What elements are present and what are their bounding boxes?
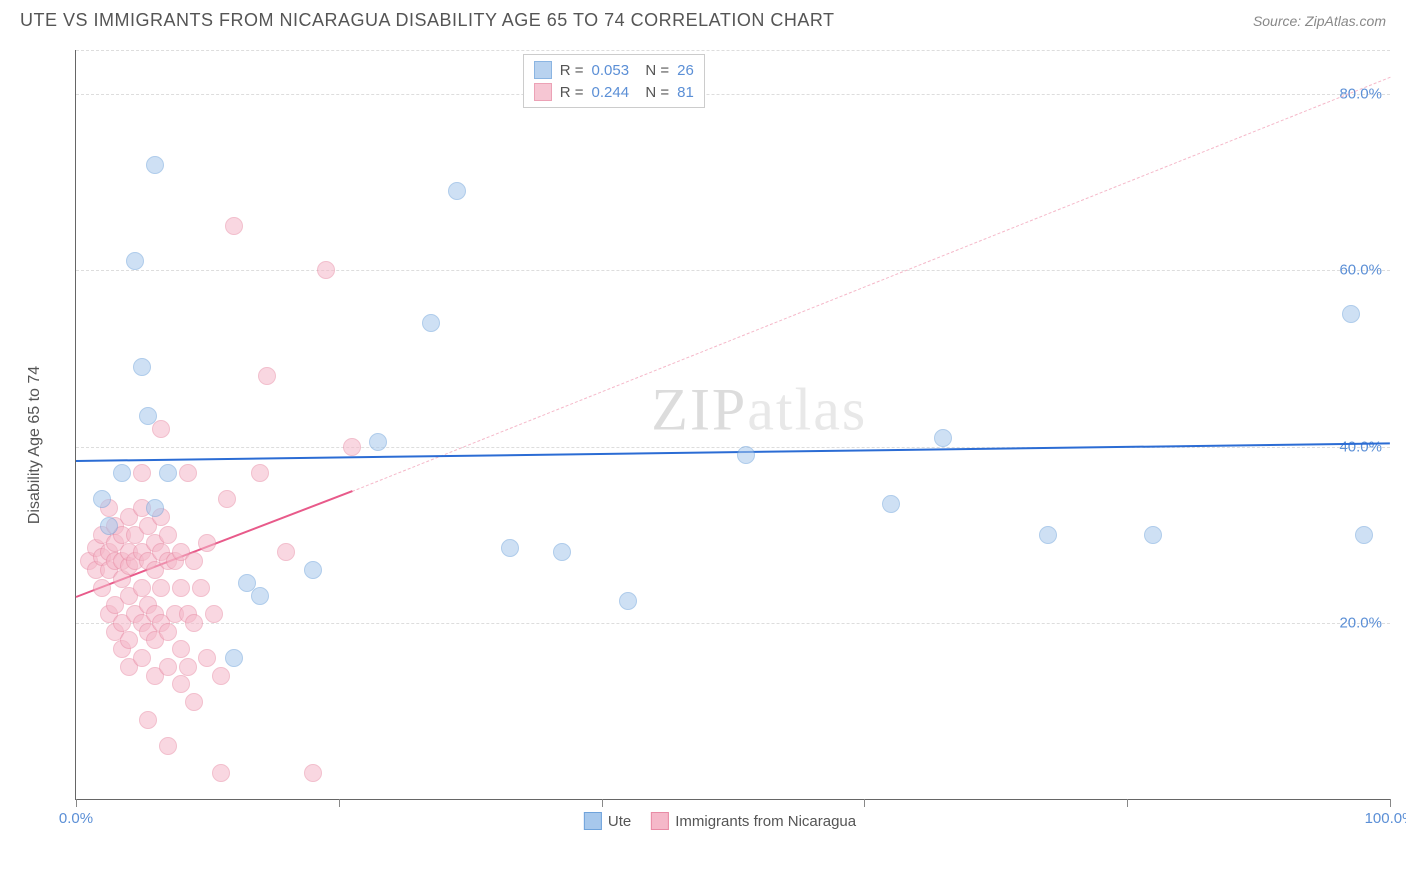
scatter-point: [553, 543, 571, 561]
y-tick-label: 20.0%: [1339, 614, 1382, 631]
scatter-point: [159, 737, 177, 755]
scatter-point: [1039, 526, 1057, 544]
stats-legend-row: R = 0.244 N = 81: [534, 81, 694, 103]
legend-swatch-nicaragua: [651, 812, 669, 830]
watermark: ZIPatlas: [651, 375, 867, 444]
scatter-point: [185, 552, 203, 570]
scatter-point: [1144, 526, 1162, 544]
scatter-point: [1342, 305, 1360, 323]
scatter-point: [934, 429, 952, 447]
scatter-point: [369, 433, 387, 451]
scatter-point: [159, 526, 177, 544]
x-tick: [602, 799, 603, 807]
scatter-point: [146, 499, 164, 517]
scatter-point: [133, 358, 151, 376]
scatter-point: [159, 623, 177, 641]
legend-swatch-ute: [584, 812, 602, 830]
scatter-point: [251, 587, 269, 605]
scatter-point: [225, 217, 243, 235]
gridline-h: [76, 623, 1390, 624]
scatter-point: [304, 764, 322, 782]
y-axis-label: Disability Age 65 to 74: [26, 366, 44, 524]
scatter-point: [93, 579, 111, 597]
plot-area: ZIPatlas 20.0%40.0%60.0%80.0%0.0%100.0%R…: [75, 50, 1390, 800]
scatter-point: [212, 667, 230, 685]
scatter-point: [179, 658, 197, 676]
y-tick-label: 40.0%: [1339, 438, 1382, 455]
scatter-point: [172, 640, 190, 658]
scatter-point: [225, 649, 243, 667]
scatter-point: [737, 446, 755, 464]
y-tick-label: 60.0%: [1339, 262, 1382, 279]
scatter-point: [422, 314, 440, 332]
scatter-point: [343, 438, 361, 456]
scatter-point: [146, 156, 164, 174]
stats-legend: R = 0.053 N = 26R = 0.244 N = 81: [523, 54, 705, 108]
scatter-point: [139, 407, 157, 425]
stats-legend-row: R = 0.053 N = 26: [534, 59, 694, 81]
scatter-point: [133, 649, 151, 667]
scatter-point: [152, 420, 170, 438]
scatter-point: [126, 252, 144, 270]
scatter-point: [212, 764, 230, 782]
scatter-point: [179, 464, 197, 482]
scatter-point: [159, 464, 177, 482]
scatter-point: [185, 693, 203, 711]
scatter-point: [133, 579, 151, 597]
scatter-point: [133, 464, 151, 482]
scatter-point: [218, 490, 236, 508]
chart-title: UTE VS IMMIGRANTS FROM NICARAGUA DISABIL…: [20, 10, 835, 31]
x-tick: [1390, 799, 1391, 807]
legend-item-nicaragua: Immigrants from Nicaragua: [651, 810, 856, 832]
scatter-point: [185, 614, 203, 632]
scatter-point: [152, 579, 170, 597]
scatter-point: [619, 592, 637, 610]
scatter-point: [100, 517, 118, 535]
x-tick: [864, 799, 865, 807]
scatter-point: [159, 658, 177, 676]
scatter-point: [251, 464, 269, 482]
scatter-point: [1355, 526, 1373, 544]
scatter-point: [192, 579, 210, 597]
scatter-point: [172, 675, 190, 693]
gridline-h: [76, 50, 1390, 51]
legend-swatch: [534, 61, 552, 79]
x-tick-label: 100.0%: [1365, 810, 1406, 827]
legend-swatch: [534, 83, 552, 101]
scatter-point: [501, 539, 519, 557]
source-attribution: Source: ZipAtlas.com: [1253, 13, 1386, 29]
scatter-point: [277, 543, 295, 561]
scatter-point: [317, 261, 335, 279]
scatter-point: [304, 561, 322, 579]
scatter-point: [205, 605, 223, 623]
scatter-point: [198, 649, 216, 667]
scatter-point: [882, 495, 900, 513]
scatter-point: [139, 711, 157, 729]
chart-container: Disability Age 65 to 74 ZIPatlas 20.0%40…: [50, 50, 1390, 840]
legend-item-ute: Ute: [584, 810, 631, 832]
gridline-h: [76, 270, 1390, 271]
scatter-point: [198, 534, 216, 552]
scatter-point: [93, 490, 111, 508]
trend-line: [76, 442, 1390, 462]
scatter-point: [113, 464, 131, 482]
scatter-point: [120, 631, 138, 649]
scatter-point: [258, 367, 276, 385]
header: UTE VS IMMIGRANTS FROM NICARAGUA DISABIL…: [0, 0, 1406, 36]
x-tick: [76, 799, 77, 807]
x-tick-label: 0.0%: [59, 810, 93, 827]
bottom-legend: Ute Immigrants from Nicaragua: [584, 810, 856, 832]
x-tick: [339, 799, 340, 807]
scatter-point: [172, 579, 190, 597]
trend-line: [352, 76, 1390, 491]
x-tick: [1127, 799, 1128, 807]
scatter-point: [448, 182, 466, 200]
gridline-h: [76, 94, 1390, 95]
